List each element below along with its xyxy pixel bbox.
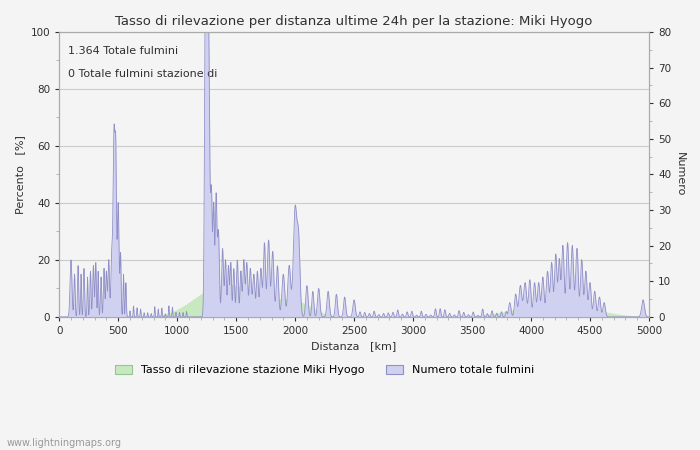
Y-axis label: Numero: Numero [675,152,685,197]
Text: 0 Totale fulmini stazione di: 0 Totale fulmini stazione di [68,69,218,79]
Text: www.lightningmaps.org: www.lightningmaps.org [7,438,122,448]
Text: 1.364 Totale fulmini: 1.364 Totale fulmini [68,46,178,56]
X-axis label: Distanza   [km]: Distanza [km] [312,342,397,351]
Legend: Tasso di rilevazione stazione Miki Hyogo, Numero totale fulmini: Tasso di rilevazione stazione Miki Hyogo… [111,360,538,380]
Title: Tasso di rilevazione per distanza ultime 24h per la stazione: Miki Hyogo: Tasso di rilevazione per distanza ultime… [116,15,593,28]
Y-axis label: Percento   [%]: Percento [%] [15,135,25,214]
